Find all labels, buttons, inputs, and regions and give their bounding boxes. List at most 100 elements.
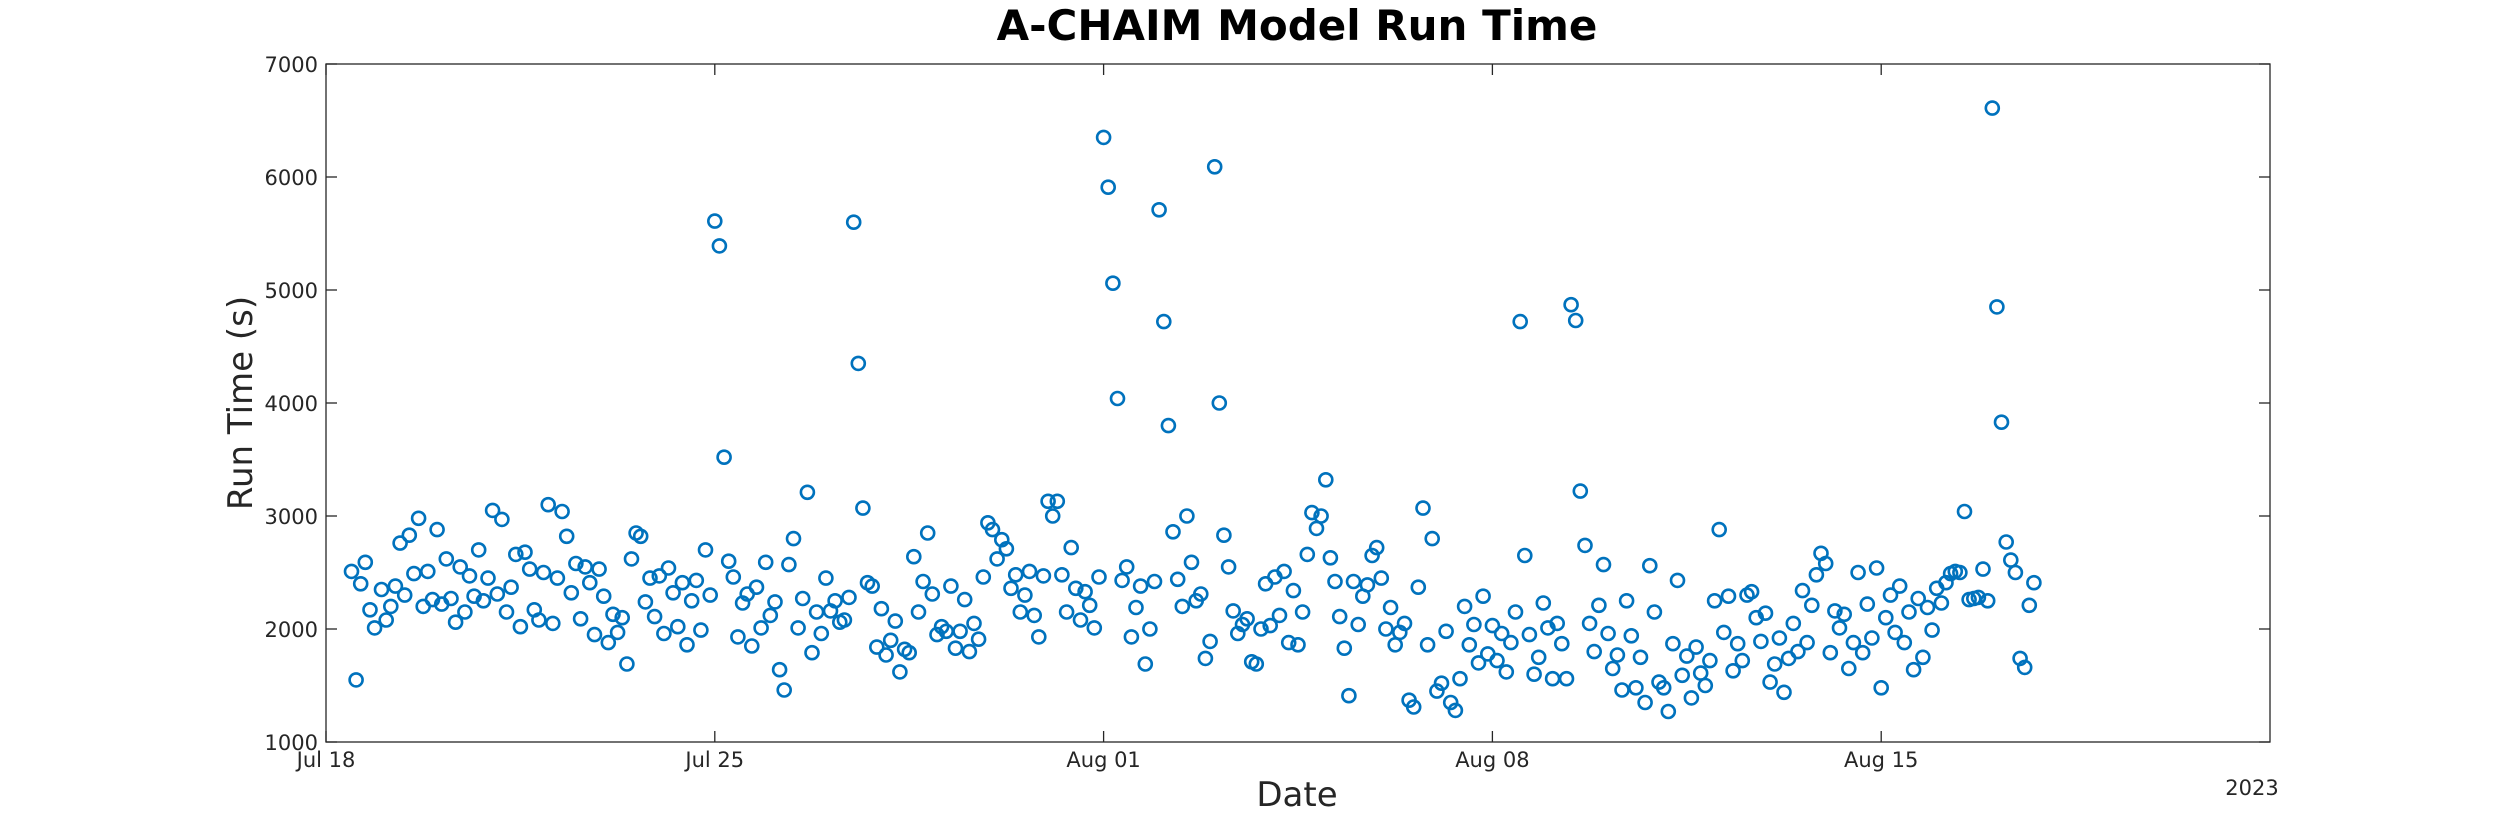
data-point <box>1007 566 1024 583</box>
data-point <box>1725 662 1741 679</box>
data-point <box>1017 587 1033 603</box>
data-point <box>1896 634 1913 651</box>
data-point <box>366 620 383 636</box>
data-point <box>1146 573 1163 590</box>
data-point <box>683 592 700 609</box>
data-point <box>1720 588 1737 605</box>
data-point <box>498 604 515 620</box>
data-point <box>1484 617 1501 634</box>
data-point <box>790 620 806 636</box>
data-point <box>600 634 617 651</box>
data-point <box>1424 530 1440 547</box>
data-point <box>1669 572 1686 589</box>
data-point <box>1197 650 1214 667</box>
data-point <box>470 542 487 558</box>
data-point <box>1081 597 1098 614</box>
data-point <box>892 664 908 680</box>
data-point <box>489 586 506 602</box>
data-point <box>2021 597 2038 614</box>
data-point <box>429 521 445 538</box>
data-point <box>1526 666 1542 683</box>
data-point <box>836 612 853 628</box>
plot-frame <box>325 63 2271 743</box>
data-point <box>438 551 455 567</box>
data-point <box>1554 635 1570 652</box>
data-point <box>1248 656 1265 672</box>
data-point <box>1808 566 1825 583</box>
data-point <box>989 551 1005 567</box>
data-point <box>1572 483 1589 499</box>
data-point <box>1128 599 1144 616</box>
data-point <box>396 587 413 603</box>
data-point <box>1854 644 1871 661</box>
data-point <box>480 570 496 586</box>
data-point <box>406 565 422 582</box>
data-point <box>1040 493 1056 510</box>
data-point <box>1345 573 1362 590</box>
data-point <box>1077 583 1093 600</box>
data-point <box>1878 609 1894 626</box>
data-point <box>1058 604 1075 620</box>
chart-title: A-CHAIM Model Run Time <box>997 1 1598 50</box>
data-point <box>1924 622 1940 638</box>
data-point <box>1105 275 1121 292</box>
data-point <box>1378 621 1394 637</box>
data-point <box>531 612 547 628</box>
data-point <box>827 592 843 609</box>
data-point <box>1202 633 1218 650</box>
data-point <box>1637 694 1653 711</box>
data-point <box>1480 646 1496 662</box>
data-point <box>1142 621 1158 637</box>
data-point <box>1558 670 1575 687</box>
data-point <box>864 578 881 594</box>
data-point <box>1489 652 1505 669</box>
data-point <box>1461 636 1478 653</box>
data-point <box>1396 615 1413 632</box>
data-point <box>1156 313 1172 330</box>
x-tick-label: Aug 01 <box>1066 748 1140 772</box>
data-point <box>868 639 885 655</box>
x-tick-label: Jul 18 <box>295 748 356 772</box>
data-point <box>540 496 557 513</box>
data-point <box>1743 583 1760 600</box>
data-point <box>1581 615 1598 632</box>
data-point <box>1091 569 1107 585</box>
y-tick-label: 5000 <box>265 279 318 303</box>
data-point <box>665 584 681 601</box>
data-point <box>1882 587 1899 603</box>
data-point <box>1873 679 1889 696</box>
data-point <box>535 564 552 581</box>
data-point <box>1517 547 1533 564</box>
x-tick-label: Jul 25 <box>683 748 744 772</box>
data-point <box>910 604 927 620</box>
data-point <box>1447 702 1464 719</box>
data-point <box>919 525 936 541</box>
data-point <box>1276 563 1292 580</box>
data-point <box>651 568 668 584</box>
data-point <box>2026 574 2042 591</box>
data-point <box>818 570 834 586</box>
data-point <box>1535 595 1552 611</box>
data-point <box>1118 559 1135 575</box>
data-point <box>1313 508 1329 524</box>
data-point <box>669 618 686 635</box>
data-point <box>1294 604 1311 620</box>
data-point <box>660 560 677 576</box>
data-point <box>1225 603 1241 619</box>
data-point <box>1456 598 1473 615</box>
data-point <box>1290 636 1306 653</box>
data-point <box>1836 606 1852 623</box>
data-point <box>1072 612 1089 628</box>
data-point <box>1262 617 1278 634</box>
data-points <box>343 100 2042 720</box>
data-point <box>632 528 649 545</box>
x-axis-label: Date <box>1256 775 1337 815</box>
data-point <box>461 568 478 584</box>
data-point <box>484 502 501 519</box>
data-point <box>619 656 635 672</box>
data-point <box>1586 643 1602 660</box>
data-point <box>605 606 621 623</box>
data-point <box>581 574 598 591</box>
data-point <box>1109 390 1126 407</box>
data-point <box>878 647 894 663</box>
